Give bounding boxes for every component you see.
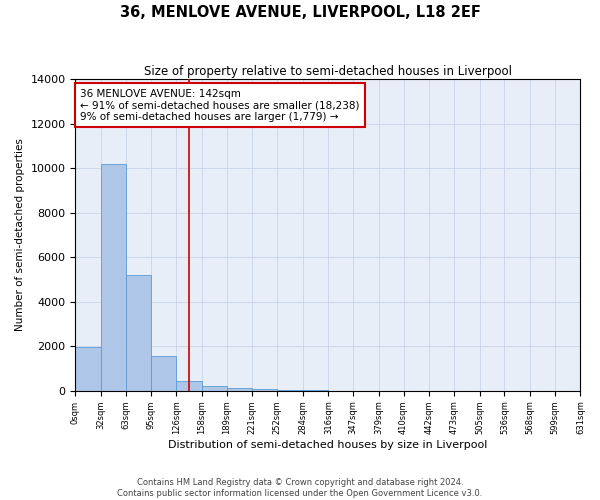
Title: Size of property relative to semi-detached houses in Liverpool: Size of property relative to semi-detach… [144, 65, 512, 78]
Bar [202, 386, 227, 391]
Y-axis label: Number of semi-detached properties: Number of semi-detached properties [15, 138, 25, 332]
Bar [227, 388, 253, 391]
Bar [253, 389, 277, 391]
Bar [277, 390, 303, 391]
Text: Contains HM Land Registry data © Crown copyright and database right 2024.
Contai: Contains HM Land Registry data © Crown c… [118, 478, 482, 498]
Bar [176, 381, 202, 391]
Bar [101, 164, 126, 391]
Bar [151, 356, 176, 391]
X-axis label: Distribution of semi-detached houses by size in Liverpool: Distribution of semi-detached houses by … [168, 440, 488, 450]
Bar [76, 348, 101, 391]
Text: 36, MENLOVE AVENUE, LIVERPOOL, L18 2EF: 36, MENLOVE AVENUE, LIVERPOOL, L18 2EF [119, 5, 481, 20]
Text: 36 MENLOVE AVENUE: 142sqm
← 91% of semi-detached houses are smaller (18,238)
9% : 36 MENLOVE AVENUE: 142sqm ← 91% of semi-… [80, 88, 360, 122]
Bar [126, 275, 151, 391]
